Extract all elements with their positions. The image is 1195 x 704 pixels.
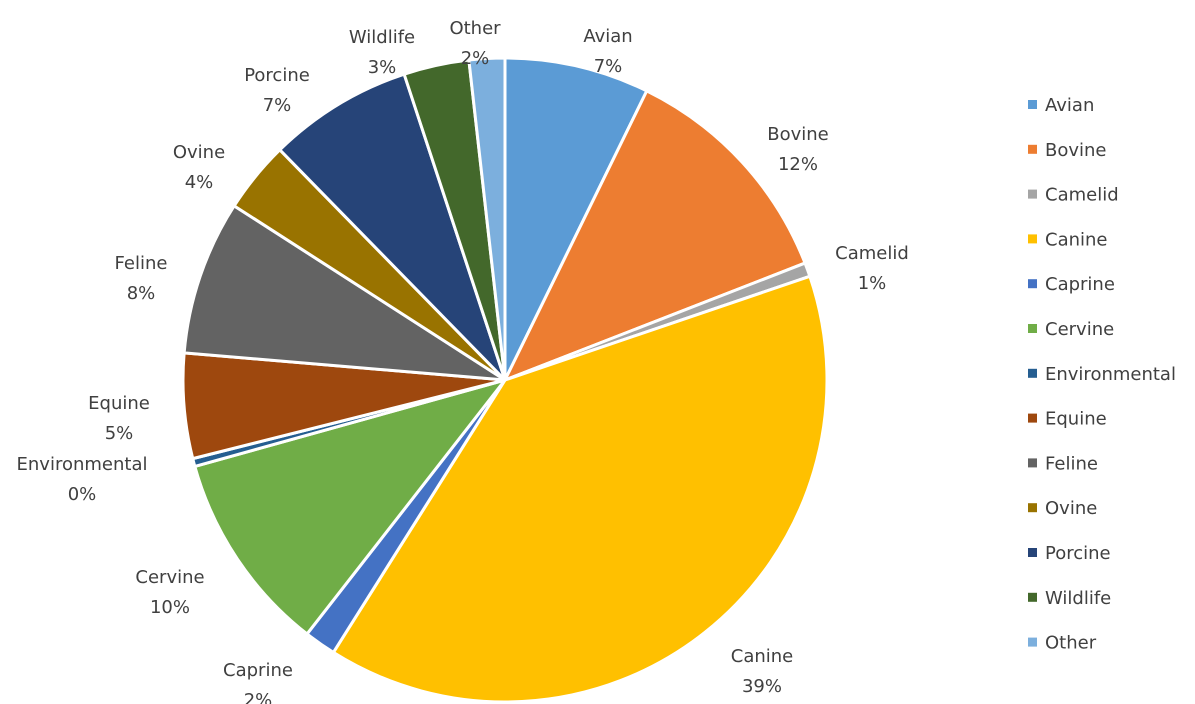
legend-label-ovine: Ovine	[1045, 498, 1097, 519]
slice-label-name-cervine: Cervine	[135, 567, 204, 588]
legend-swatch-equine	[1028, 413, 1037, 423]
legend-swatch-porcine	[1028, 548, 1037, 557]
legend-swatch-feline	[1028, 458, 1037, 468]
legend: Avian Bovine Camelid Canine Caprine Cervine En…	[1028, 95, 1176, 654]
legend-label-porcine: Porcine	[1045, 543, 1111, 564]
slice-label-name-feline: Feline	[115, 253, 168, 274]
pie-slice-canine	[331, 274, 829, 704]
pie-slices	[181, 56, 829, 704]
slice-label-value-bovine: 12%	[778, 154, 818, 175]
slice-label-name-porcine: Porcine	[244, 65, 310, 86]
legend-label-wildlife: Wildlife	[1045, 588, 1111, 609]
slice-label-name-avian: Avian	[583, 26, 632, 47]
legend-swatch-camelid	[1028, 189, 1037, 199]
slice-label-value-wildlife: 3%	[368, 57, 397, 78]
slice-label-value-caprine: 2%	[244, 690, 273, 704]
pie-slice-other	[467, 56, 507, 382]
legend-label-camelid: Camelid	[1045, 185, 1119, 206]
legend-label-environmental: Environmental	[1045, 364, 1176, 385]
slice-label-value-other: 2%	[461, 48, 490, 69]
pie-slice-porcine	[278, 72, 507, 382]
legend-swatch-bovine	[1028, 144, 1037, 154]
slice-label-value-equine: 5%	[105, 423, 134, 444]
legend-swatch-caprine	[1028, 279, 1037, 289]
pie-slice-bovine	[503, 89, 807, 382]
legend-label-canine: Canine	[1045, 229, 1108, 250]
slice-label-value-camelid: 1%	[858, 273, 887, 294]
legend-swatch-environmental	[1028, 368, 1037, 378]
slice-label-name-environmental: Environmental	[17, 454, 148, 475]
legend-label-avian: Avian	[1045, 95, 1094, 116]
slice-label-name-bovine: Bovine	[767, 124, 829, 145]
legend-label-bovine: Bovine	[1045, 140, 1107, 161]
pie-slice-avian	[503, 56, 649, 382]
legend-label-other: Other	[1045, 633, 1097, 654]
slice-label-value-canine: 39%	[742, 676, 782, 697]
slice-label-name-wildlife: Wildlife	[349, 27, 415, 48]
slice-label-name-other: Other	[449, 18, 501, 39]
slice-label-value-ovine: 4%	[185, 172, 214, 193]
pie-slice-feline	[182, 204, 507, 382]
slice-label-value-porcine: 7%	[263, 95, 292, 116]
slice-label-name-caprine: Caprine	[223, 660, 293, 681]
legend-label-cervine: Cervine	[1045, 319, 1114, 340]
slice-label-name-ovine: Ovine	[173, 142, 225, 163]
legend-label-feline: Feline	[1045, 453, 1098, 474]
slice-labels: Avian 7% Bovine 12% Camelid 1% Canine 39% Caprin…	[17, 18, 909, 704]
legend-swatch-other	[1028, 637, 1037, 647]
pie-slice-cervine	[193, 378, 507, 636]
slice-label-value-avian: 7%	[594, 56, 623, 77]
slice-label-value-feline: 8%	[127, 283, 156, 304]
legend-swatch-canine	[1028, 234, 1037, 244]
slice-label-name-canine: Canine	[731, 646, 794, 667]
slice-label-name-equine: Equine	[88, 393, 150, 414]
legend-swatch-cervine	[1028, 324, 1037, 333]
legend-label-caprine: Caprine	[1045, 274, 1115, 295]
legend-swatch-wildlife	[1028, 592, 1037, 602]
legend-swatch-ovine	[1028, 503, 1037, 513]
slice-label-value-cervine: 10%	[150, 597, 190, 618]
legend-swatch-avian	[1028, 100, 1037, 109]
slice-label-name-camelid: Camelid	[835, 243, 909, 264]
slice-label-value-environmental: 0%	[68, 484, 97, 505]
legend-label-equine: Equine	[1045, 409, 1107, 430]
